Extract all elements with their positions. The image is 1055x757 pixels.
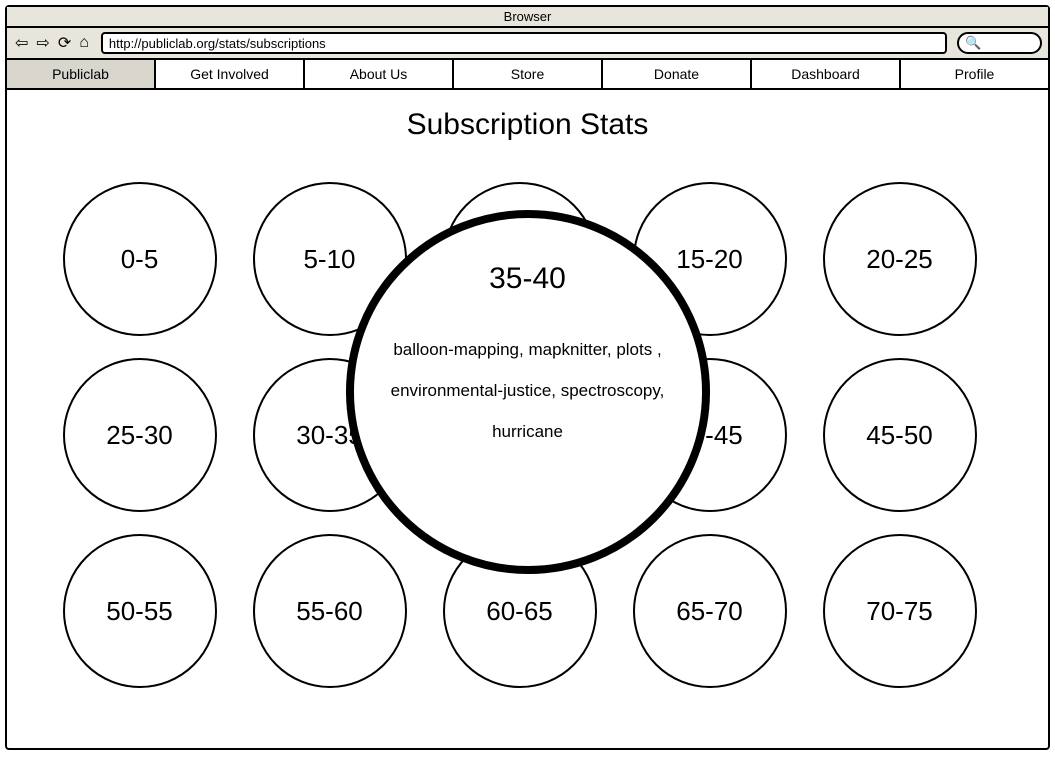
nav-tab-profile[interactable]: Profile	[901, 60, 1048, 90]
range-circle-45-50[interactable]: 45-50	[823, 358, 977, 512]
expanded-circle[interactable]: 35-40 balloon-mapping, mapknitter, plots…	[346, 210, 710, 574]
expanded-tag-line: balloon-mapping, mapknitter, plots ,	[378, 330, 678, 371]
home-icon[interactable]: ⌂	[77, 34, 91, 52]
nav-tab-store[interactable]: Store	[454, 60, 603, 90]
expanded-circle-tags: balloon-mapping, mapknitter, plots ,envi…	[378, 330, 678, 452]
nav-tab-publiclab[interactable]: Publiclab	[7, 60, 156, 90]
range-circle-70-75[interactable]: 70-75	[823, 534, 977, 688]
range-circle-0-5[interactable]: 0-5	[63, 182, 217, 336]
expanded-tag-line: environmental-justice, spectroscopy,	[378, 371, 678, 412]
search-wrap[interactable]: 🔍	[957, 32, 1042, 54]
nav-tab-about-us[interactable]: About Us	[305, 60, 454, 90]
browser-window: Browser ⇦ ⇨ ⟳ ⌂ 🔍 PubliclabGet InvolvedA…	[5, 5, 1050, 750]
url-field-wrap	[101, 32, 947, 54]
expanded-tag-line: hurricane	[378, 412, 678, 453]
range-circle-50-55[interactable]: 50-55	[63, 534, 217, 688]
page-title: Subscription Stats	[7, 108, 1048, 142]
content: PubliclabGet InvolvedAbout UsStoreDonate…	[7, 60, 1048, 748]
nav-tab-dashboard[interactable]: Dashboard	[752, 60, 901, 90]
titlebar: Browser	[7, 7, 1048, 28]
range-circle-20-25[interactable]: 20-25	[823, 182, 977, 336]
range-circle-65-70[interactable]: 65-70	[633, 534, 787, 688]
url-input[interactable]	[103, 34, 945, 52]
nav-tab-donate[interactable]: Donate	[603, 60, 752, 90]
circles-grid: 70-7565-7060-6555-6050-5545-5040-4535-40…	[43, 172, 1013, 712]
window-title: Browser	[504, 9, 552, 24]
range-circle-55-60[interactable]: 55-60	[253, 534, 407, 688]
toolbar: ⇦ ⇨ ⟳ ⌂ 🔍	[7, 28, 1048, 60]
back-icon[interactable]: ⇦	[13, 33, 30, 53]
expanded-circle-label: 35-40	[489, 262, 566, 296]
nav-tabs: PubliclabGet InvolvedAbout UsStoreDonate…	[7, 60, 1048, 90]
range-circle-25-30[interactable]: 25-30	[63, 358, 217, 512]
reload-icon[interactable]: ⟳	[56, 33, 73, 53]
search-icon: 🔍	[965, 35, 981, 51]
forward-icon[interactable]: ⇨	[34, 33, 51, 53]
nav-tab-get-involved[interactable]: Get Involved	[156, 60, 305, 90]
